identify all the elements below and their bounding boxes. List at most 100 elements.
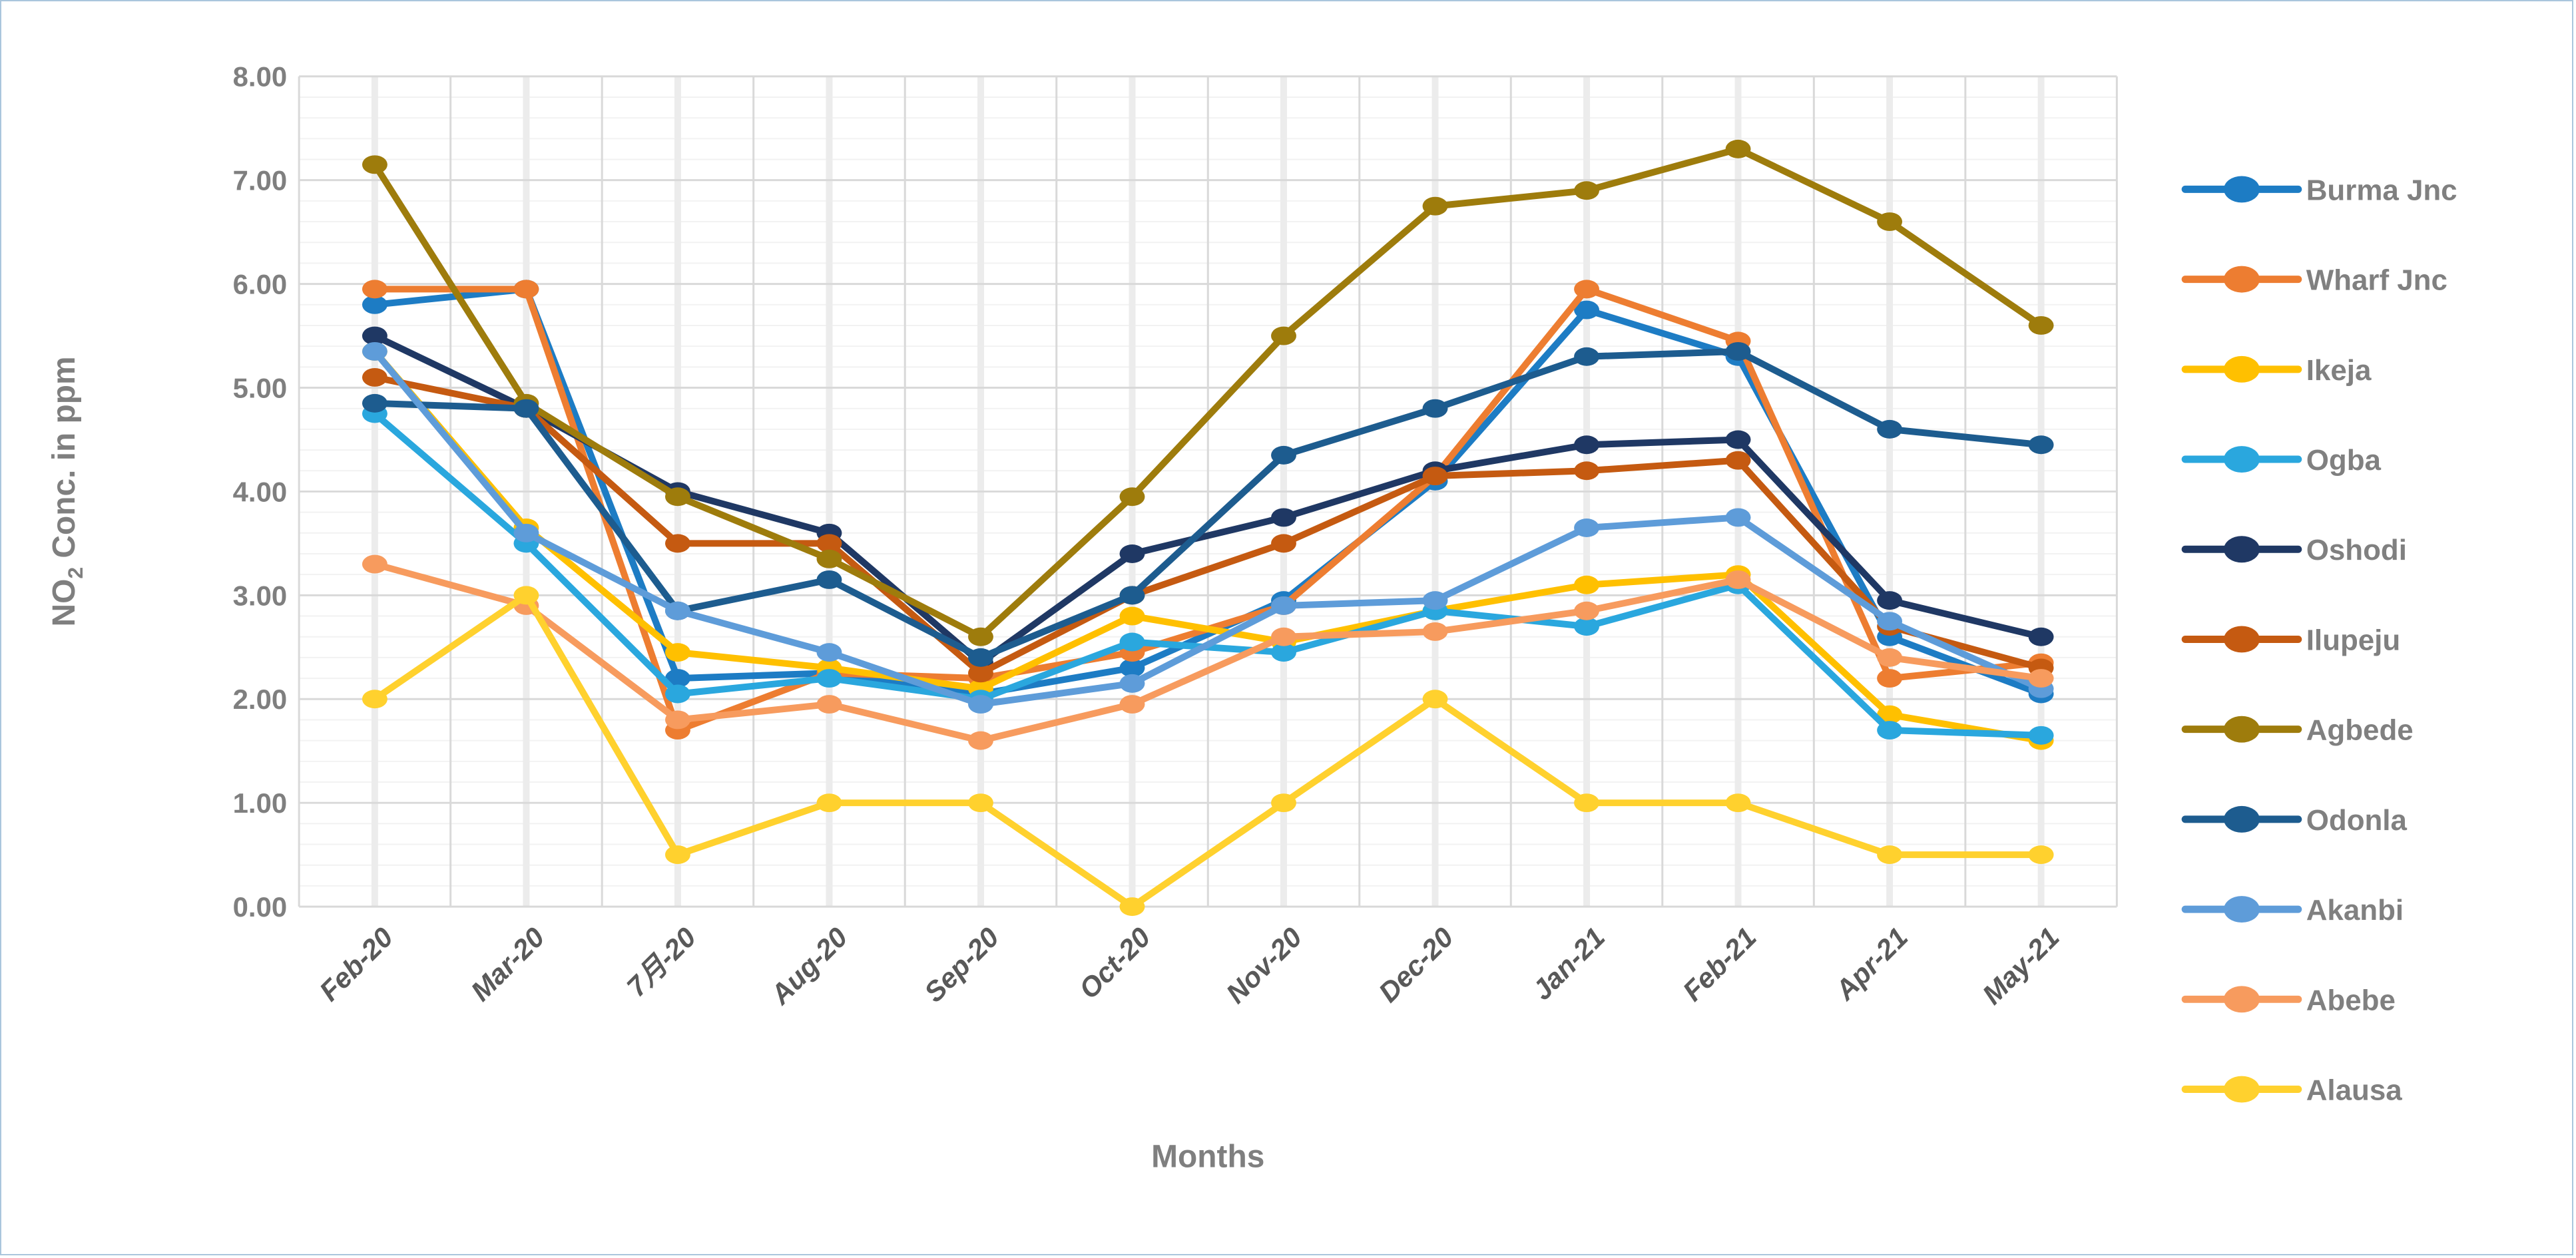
data-point-ogba[interactable] (1877, 721, 1903, 740)
data-point-abebe[interactable] (362, 554, 387, 574)
data-point-wharf-jnc[interactable] (1877, 669, 1903, 688)
series-line-odonla[interactable] (371, 347, 2045, 661)
data-point-abebe[interactable] (1271, 627, 1296, 646)
data-point-agbede[interactable] (664, 487, 690, 507)
data-point-ogba[interactable] (1119, 632, 1145, 652)
legend-item-wharf-jnc[interactable]: Wharf Jnc (2181, 264, 2447, 297)
data-point-ilupeju[interactable] (1574, 461, 1600, 481)
series-line-abebe[interactable] (371, 560, 2045, 744)
data-point-abebe[interactable] (664, 710, 690, 730)
data-point-odonla[interactable] (1725, 341, 1751, 361)
legend-item-burma-jnc[interactable]: Burma Jnc (2181, 174, 2457, 206)
legend-item-ikeja[interactable]: Ikeja (2181, 354, 2372, 387)
data-point-ilupeju[interactable] (1725, 451, 1751, 470)
series-line-ikeja[interactable] (371, 347, 2045, 744)
data-point-ogba[interactable] (2028, 726, 2054, 745)
legend-item-agbede[interactable]: Agbede (2181, 714, 2414, 747)
data-point-abebe[interactable] (1574, 601, 1600, 620)
data-point-ogba[interactable] (664, 684, 690, 704)
series-ilupeju[interactable] (362, 367, 2054, 683)
data-point-ogba[interactable] (1574, 617, 1600, 636)
data-point-wharf-jnc[interactable] (1574, 280, 1600, 299)
series-line-alausa[interactable] (371, 592, 2045, 911)
data-point-agbede[interactable] (968, 627, 993, 646)
legend-item-ilupeju[interactable]: Ilupeju (2181, 624, 2400, 656)
data-point-odonla[interactable] (1119, 586, 1145, 605)
data-point-odonla[interactable] (1877, 419, 1903, 439)
data-point-ilupeju[interactable] (664, 534, 690, 553)
series-line-akanbi[interactable] (371, 347, 2045, 708)
data-point-burma-jnc[interactable] (362, 295, 387, 314)
data-point-alausa[interactable] (664, 845, 690, 865)
data-point-oshodi[interactable] (1574, 435, 1600, 455)
series-alausa[interactable] (362, 586, 2054, 917)
data-point-ikeja[interactable] (1119, 606, 1145, 626)
legend-item-ogba[interactable]: Ogba (2181, 444, 2382, 477)
data-point-alausa[interactable] (513, 586, 539, 605)
data-point-agbede[interactable] (1725, 139, 1751, 158)
data-point-akanbi[interactable] (1877, 612, 1903, 631)
data-point-akanbi[interactable] (816, 643, 842, 662)
data-point-ikeja[interactable] (664, 643, 690, 662)
series-line-ilupeju[interactable] (371, 373, 2045, 677)
series-line-agbede[interactable] (371, 145, 2045, 640)
data-point-alausa[interactable] (968, 793, 993, 813)
data-point-alausa[interactable] (2028, 845, 2054, 865)
data-point-agbede[interactable] (1119, 487, 1145, 507)
data-point-akanbi[interactable] (362, 341, 387, 361)
data-point-alausa[interactable] (362, 690, 387, 709)
data-point-abebe[interactable] (1877, 648, 1903, 667)
data-point-agbede[interactable] (816, 549, 842, 568)
data-point-ilupeju[interactable] (1422, 467, 1448, 486)
data-point-agbede[interactable] (1271, 326, 1296, 345)
data-point-alausa[interactable] (1271, 793, 1296, 813)
data-point-ikeja[interactable] (1877, 705, 1903, 724)
data-point-oshodi[interactable] (1877, 591, 1903, 610)
data-point-akanbi[interactable] (1271, 596, 1296, 615)
series-odonla[interactable] (362, 341, 2054, 667)
legend-item-akanbi[interactable]: Akanbi (2181, 894, 2404, 927)
data-point-akanbi[interactable] (1574, 519, 1600, 537)
data-point-wharf-jnc[interactable] (362, 280, 387, 299)
data-point-abebe[interactable] (2028, 669, 2054, 688)
data-point-akanbi[interactable] (1725, 508, 1751, 527)
data-point-akanbi[interactable] (513, 523, 539, 542)
data-point-akanbi[interactable] (664, 601, 690, 620)
data-point-ilupeju[interactable] (968, 664, 993, 683)
data-point-ilupeju[interactable] (362, 367, 387, 387)
data-point-ogba[interactable] (1271, 643, 1296, 662)
data-point-odonla[interactable] (1574, 347, 1600, 366)
data-point-agbede[interactable] (362, 155, 387, 174)
data-point-agbede[interactable] (1574, 181, 1600, 200)
data-point-abebe[interactable] (1119, 695, 1145, 714)
data-point-oshodi[interactable] (1271, 508, 1296, 527)
data-point-odonla[interactable] (1422, 399, 1448, 418)
data-point-alausa[interactable] (1725, 793, 1751, 813)
data-point-akanbi[interactable] (1119, 674, 1145, 693)
data-point-akanbi[interactable] (1422, 591, 1448, 610)
data-point-odonla[interactable] (2028, 435, 2054, 455)
data-point-agbede[interactable] (1877, 212, 1903, 232)
data-point-abebe[interactable] (816, 695, 842, 714)
data-point-abebe[interactable] (968, 731, 993, 750)
data-point-oshodi[interactable] (1725, 430, 1751, 449)
data-point-odonla[interactable] (362, 393, 387, 413)
data-point-odonla[interactable] (1271, 445, 1296, 465)
legend-item-alausa[interactable]: Alausa (2181, 1074, 2402, 1106)
data-point-oshodi[interactable] (2028, 627, 2054, 646)
data-point-alausa[interactable] (1574, 793, 1600, 813)
data-point-alausa[interactable] (1877, 845, 1903, 865)
legend-item-oshodi[interactable]: Oshodi (2181, 534, 2407, 566)
data-point-alausa[interactable] (816, 793, 842, 813)
legend-item-abebe[interactable]: Abebe (2181, 984, 2396, 1016)
data-point-akanbi[interactable] (968, 695, 993, 714)
data-point-ikeja[interactable] (1574, 575, 1600, 594)
series-abebe[interactable] (362, 554, 2054, 750)
data-point-abebe[interactable] (1422, 622, 1448, 641)
data-point-odonla[interactable] (513, 399, 539, 418)
data-point-oshodi[interactable] (1119, 544, 1145, 563)
data-point-ilupeju[interactable] (1271, 534, 1296, 553)
data-point-odonla[interactable] (816, 570, 842, 589)
data-point-alausa[interactable] (1119, 897, 1145, 917)
data-point-agbede[interactable] (1422, 196, 1448, 216)
